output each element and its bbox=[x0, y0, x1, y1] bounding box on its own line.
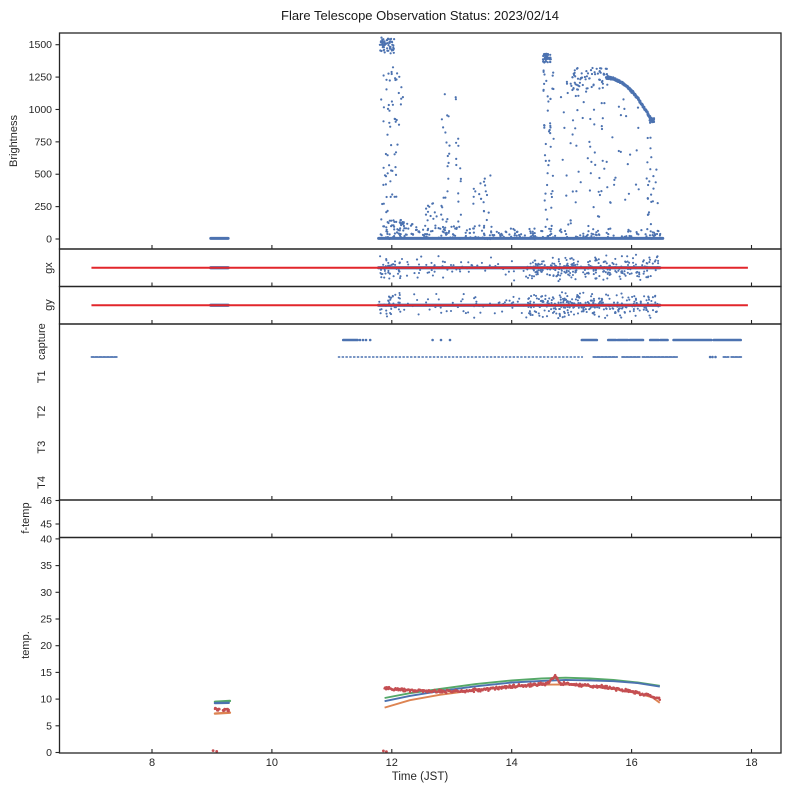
svg-text:1250: 1250 bbox=[29, 72, 53, 84]
svg-text:10: 10 bbox=[266, 757, 278, 769]
x-axis-label: Time (JST) bbox=[391, 771, 449, 783]
svg-text:20: 20 bbox=[40, 640, 52, 652]
axes: 0 250 500 750 1000 1250 1500 46 45 0 5 10 15 20 25 30 35… bbox=[29, 32, 782, 769]
y-axis-label-ftemp: f-temp bbox=[20, 502, 32, 534]
ytick-label-T3: T3 bbox=[36, 441, 48, 454]
svg-text:16: 16 bbox=[625, 757, 637, 769]
svg-text:46: 46 bbox=[40, 495, 52, 507]
panel-gy-data bbox=[91, 291, 748, 320]
svg-text:18: 18 bbox=[745, 757, 757, 769]
svg-text:5: 5 bbox=[46, 720, 52, 732]
svg-text:30: 30 bbox=[40, 587, 52, 599]
ytick-label-T4: T4 bbox=[36, 476, 48, 489]
svg-text:0: 0 bbox=[46, 747, 52, 759]
ytick-label-T1: T1 bbox=[36, 370, 48, 383]
ytick-label-T2: T2 bbox=[36, 406, 48, 419]
chart-title: Flare Telescope Observation Status: 2023… bbox=[281, 8, 559, 23]
svg-text:35: 35 bbox=[40, 560, 52, 572]
svg-text:1500: 1500 bbox=[29, 39, 53, 51]
svg-text:45: 45 bbox=[40, 519, 52, 531]
svg-text:1000: 1000 bbox=[29, 104, 53, 116]
svg-text:12: 12 bbox=[386, 757, 398, 769]
svg-text:15: 15 bbox=[40, 667, 52, 679]
svg-text:40: 40 bbox=[40, 533, 52, 545]
panel-capture-data bbox=[90, 338, 743, 359]
y-axis-label-gy: gy bbox=[43, 299, 55, 311]
svg-text:8: 8 bbox=[149, 757, 155, 769]
svg-text:14: 14 bbox=[506, 757, 518, 769]
y-axis-label-temp: temp. bbox=[20, 631, 32, 659]
y-axis-label-gx: gx bbox=[43, 262, 55, 274]
ytick-label-capture: capture bbox=[36, 323, 48, 360]
svg-text:250: 250 bbox=[34, 201, 52, 213]
panel-temp-data bbox=[211, 673, 662, 754]
svg-text:10: 10 bbox=[40, 694, 52, 706]
y-axis-label-brightness: Brightness bbox=[8, 115, 20, 167]
panel-gx-data bbox=[91, 253, 748, 283]
svg-text:25: 25 bbox=[40, 614, 52, 626]
svg-text:750: 750 bbox=[34, 136, 52, 148]
panel-brightness-data bbox=[209, 36, 665, 241]
svg-text:500: 500 bbox=[34, 169, 52, 181]
svg-text:0: 0 bbox=[46, 234, 52, 246]
